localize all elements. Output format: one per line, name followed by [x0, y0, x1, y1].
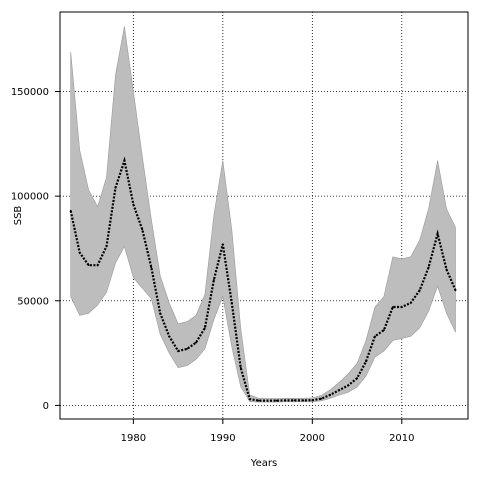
- estimate-point: [230, 301, 233, 304]
- estimate-point: [311, 399, 314, 402]
- estimate-point: [177, 350, 180, 352]
- estimate-point: [78, 251, 81, 254]
- estimate-point: [159, 312, 162, 315]
- estimate-point: [418, 289, 421, 292]
- estimate-point: [114, 186, 117, 189]
- estimate-point: [275, 399, 278, 402]
- estimate-point: [302, 399, 305, 402]
- estimate-point: [239, 366, 242, 369]
- estimate-point: [204, 327, 206, 329]
- estimate-point: [96, 264, 99, 267]
- x-tick-label: 2000: [300, 433, 325, 444]
- estimate-point: [105, 245, 108, 248]
- estimate-point: [356, 377, 358, 380]
- x-axis: 1980 1990 2000 2010: [121, 419, 415, 444]
- y-tick-label: 100000: [11, 192, 49, 203]
- estimate-point: [266, 399, 269, 402]
- x-tick-label: 1990: [210, 433, 235, 444]
- estimate-point: [293, 399, 296, 402]
- estimate-point: [445, 268, 448, 271]
- y-tick-label: 50000: [17, 296, 49, 307]
- estimate-point: [320, 397, 323, 400]
- estimate-point: [382, 329, 385, 331]
- estimate-point: [123, 159, 126, 162]
- estimate-point: [257, 399, 260, 402]
- estimate-point: [409, 301, 412, 304]
- y-tick-label: 150000: [11, 87, 49, 98]
- estimate-point: [391, 306, 394, 308]
- estimate-point: [284, 399, 287, 402]
- estimate-point: [69, 209, 72, 212]
- plot-frame: [59, 11, 469, 420]
- estimate-point: [400, 306, 403, 308]
- estimate-point: [87, 264, 90, 267]
- estimate-line: [69, 156, 457, 402]
- estimate-point: [454, 289, 457, 292]
- estimate-point: [141, 228, 144, 231]
- estimate-point: [221, 243, 224, 246]
- estimate-series: [69, 156, 457, 402]
- x-tick-label: 2010: [389, 433, 414, 444]
- estimate-point: [338, 389, 341, 392]
- estimate-point: [212, 278, 215, 281]
- confidence-band: [70, 26, 456, 403]
- confidence-band-area: [70, 26, 456, 403]
- estimate-point: [347, 384, 350, 387]
- x-tick-label: 1980: [121, 433, 146, 444]
- estimate-point: [186, 347, 188, 350]
- estimate-point: [329, 394, 332, 396]
- estimate-point: [132, 203, 135, 206]
- x-axis-title: Years: [250, 458, 277, 469]
- estimate-point: [195, 341, 197, 344]
- y-axis-title: SSB: [13, 206, 24, 226]
- estimate-point: [248, 398, 251, 401]
- estimate-point: [427, 266, 430, 269]
- estimate-point: [436, 232, 439, 235]
- estimate-point: [168, 335, 171, 338]
- estimate-point: [150, 266, 153, 269]
- y-axis: 0 50000 100000 150000: [11, 87, 60, 412]
- estimate-point: [365, 360, 367, 363]
- y-tick-label: 0: [43, 401, 49, 412]
- estimate-point: [374, 335, 376, 338]
